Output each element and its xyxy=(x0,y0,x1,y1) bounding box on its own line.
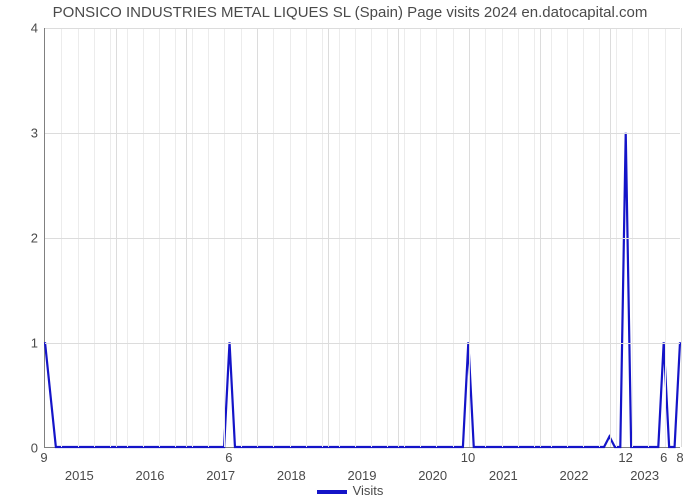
xtick-label: 2021 xyxy=(489,468,518,483)
value-label: 8 xyxy=(676,450,683,465)
plot-area xyxy=(44,28,680,448)
xtick-label: 2017 xyxy=(206,468,235,483)
legend: Visits xyxy=(0,483,700,498)
chart-title: PONSICO INDUSTRIES METAL LIQUES SL (Spai… xyxy=(0,4,700,21)
grid-h xyxy=(45,28,680,29)
grid-h xyxy=(45,133,680,134)
xtick-label: 2023 xyxy=(630,468,659,483)
value-label: 6 xyxy=(225,450,232,465)
value-label: 10 xyxy=(461,450,475,465)
ytick-label: 2 xyxy=(8,231,38,246)
xtick-label: 2019 xyxy=(348,468,377,483)
legend-swatch xyxy=(317,490,347,494)
xtick-label: 2018 xyxy=(277,468,306,483)
chart-container: PONSICO INDUSTRIES METAL LIQUES SL (Spai… xyxy=(0,0,700,500)
ytick-label: 4 xyxy=(8,21,38,36)
ytick-label: 1 xyxy=(8,336,38,351)
xtick-label: 2020 xyxy=(418,468,447,483)
ytick-label: 0 xyxy=(8,441,38,456)
value-label: 6 xyxy=(660,450,667,465)
xtick-label: 2016 xyxy=(136,468,165,483)
legend-label: Visits xyxy=(353,483,384,498)
grid-major-v xyxy=(681,28,682,447)
ytick-label: 3 xyxy=(8,126,38,141)
grid-h xyxy=(45,343,680,344)
xtick-label: 2022 xyxy=(560,468,589,483)
grid-h xyxy=(45,238,680,239)
value-label: 9 xyxy=(40,450,47,465)
value-label: 12 xyxy=(618,450,632,465)
xtick-label: 2015 xyxy=(65,468,94,483)
